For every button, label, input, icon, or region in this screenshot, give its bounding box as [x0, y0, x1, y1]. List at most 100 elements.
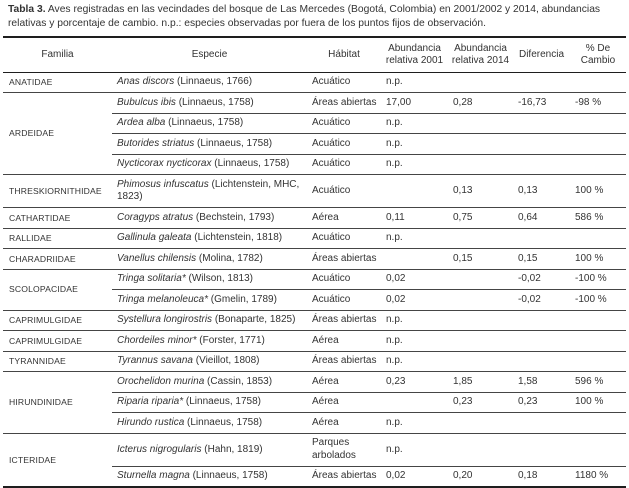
- column-header-habitat: Hábitat: [307, 37, 381, 73]
- abundance-2001-cell: n.p.: [381, 330, 448, 352]
- abundance-2014-cell: [448, 412, 513, 434]
- family-cell: ICTERIDAE: [3, 432, 112, 488]
- abundance-2001-cell: n.p.: [381, 112, 448, 134]
- abundance-2014-cell: [448, 268, 513, 290]
- family-cell: HIRUNDINIDAE: [3, 371, 112, 434]
- habitat-cell: Acuático: [307, 153, 381, 175]
- species-cell: Coragyps atratus (Bechstein, 1793): [112, 207, 307, 229]
- abundance-2001-cell: n.p.: [381, 432, 448, 467]
- column-header-diferencia: Diferencia: [513, 37, 570, 73]
- percent-change-cell: [570, 309, 626, 331]
- percent-change-cell: 1180 %: [570, 465, 626, 488]
- habitat-cell: Áreas abiertas: [307, 465, 381, 488]
- species-cell: Bubulcus ibis (Linnaeus, 1758): [112, 92, 307, 114]
- family-cell: CAPRIMULGIDAE: [3, 309, 112, 331]
- difference-cell: 0,13: [513, 174, 570, 208]
- abundance-2014-cell: 0,28: [448, 92, 513, 114]
- difference-cell: 1,58: [513, 371, 570, 393]
- column-header-abundancia-2001: Abundancia relativa 2001: [381, 37, 448, 73]
- abundance-2014-cell: [448, 227, 513, 249]
- species-cell: Butorides striatus (Linnaeus, 1758): [112, 133, 307, 155]
- percent-change-cell: [570, 112, 626, 134]
- family-cell: ANATIDAE: [9, 77, 53, 88]
- family-cell: THRESKIORNITHIDAE: [3, 174, 112, 208]
- column-header-porcentaje-cambio: % De Cambio: [570, 37, 626, 73]
- species-cell: Orochelidon murina (Cassin, 1853): [112, 371, 307, 393]
- abundance-2014-cell: [448, 432, 513, 467]
- habitat-cell: Acuático: [307, 133, 381, 155]
- species-cell: Sturnella magna (Linnaeus, 1758): [112, 465, 307, 488]
- header-row: Familia Especie Hábitat Abundancia relat…: [3, 37, 626, 73]
- difference-cell: [513, 432, 570, 467]
- percent-change-cell: [570, 412, 626, 434]
- abundance-2001-cell: [381, 248, 448, 270]
- abundance-2001-cell: n.p.: [381, 133, 448, 155]
- difference-cell: 0,15: [513, 248, 570, 270]
- table-row: Hirundo rustica (Linnaeus, 1758) Aérea n.p…: [3, 412, 626, 434]
- difference-cell: -0,02: [513, 268, 570, 290]
- habitat-cell: Acuático: [312, 76, 351, 88]
- abundance-2001-cell: n.p.: [381, 412, 448, 434]
- difference-cell: [513, 412, 570, 434]
- table-caption: Tabla 3. Aves registradas en las vecinda…: [8, 3, 623, 30]
- habitat-cell: Acuático: [307, 112, 381, 134]
- habitat-cell: Áreas abiertas: [307, 92, 381, 114]
- caption-text: Aves registradas en las vecindades del b…: [8, 4, 601, 29]
- species-cell: Vanellus chilensis (Molina, 1782): [112, 248, 307, 270]
- abundance-2014-cell: 0,20: [448, 465, 513, 488]
- habitat-cell: Aérea: [307, 371, 381, 393]
- habitat-cell: Aérea: [307, 207, 381, 229]
- family-cell: CAPRIMULGIDAE: [3, 330, 112, 352]
- percent-change-cell: -100 %: [570, 289, 626, 311]
- species-cell: Chordeiles minor* (Forster, 1771): [112, 330, 307, 352]
- table-row: SCOLOPACIDAE Tringa solitaria* (Wilson, 1…: [3, 268, 626, 311]
- column-header-abundancia-2014: Abundancia relativa 2014: [448, 37, 513, 73]
- table-body: ANATIDAE Anas discors (Linnaeus, 1766) Acu…: [3, 72, 626, 488]
- species-cell: Riparia riparia* (Linnaeus, 1758): [112, 391, 307, 413]
- table-row: Ardea alba (Linnaeus, 1758) Acuático n.p.: [3, 112, 626, 134]
- percent-change-cell: [570, 153, 626, 175]
- table-row: Riparia riparia* (Linnaeus, 1758) Aérea 0,…: [3, 391, 626, 413]
- difference-cell: [513, 227, 570, 249]
- family-cell: TYRANNIDAE: [3, 350, 112, 372]
- column-header-familia: Familia: [3, 37, 112, 73]
- habitat-cell: Áreas abiertas: [307, 309, 381, 331]
- table-row: RALLIDAE Gallinula galeata (Lichtenstein,…: [3, 227, 626, 249]
- species-cell: Tringa melanoleuca* (Gmelin, 1789): [112, 289, 307, 311]
- table-row: CAPRIMULGIDAE Systellura longirostris (Bo…: [3, 309, 626, 331]
- abundance-2014-cell: [448, 309, 513, 331]
- abundance-2001-cell: 17,00: [381, 92, 448, 114]
- abundance-2014-cell: [448, 350, 513, 372]
- difference-cell: [513, 72, 570, 93]
- abundance-2001-cell: 0,11: [381, 207, 448, 229]
- difference-cell: [513, 330, 570, 352]
- percent-change-cell: [570, 432, 626, 467]
- difference-cell: [513, 350, 570, 372]
- table-row: ARDEIDAE Bubulcus ibis (Linnaeus, 1758) Ár…: [3, 92, 626, 175]
- habitat-cell: Aérea: [307, 391, 381, 413]
- abundance-2014-cell: 0,23: [448, 391, 513, 413]
- family-cell: RALLIDAE: [3, 227, 112, 249]
- abundance-2001-cell: 0,02: [381, 268, 448, 290]
- percent-change-cell: 586 %: [570, 207, 626, 229]
- percent-change-cell: [570, 133, 626, 155]
- table-row: CATHARTIDAE Coragyps atratus (Bechstein, …: [3, 207, 626, 229]
- percent-change-cell: 100 %: [570, 174, 626, 208]
- habitat-cell: Acuático: [307, 289, 381, 311]
- percent-change-cell: [570, 227, 626, 249]
- difference-cell: [513, 112, 570, 134]
- abundance-2001-cell: 0,02: [381, 289, 448, 311]
- species-cell: Icterus nigrogularis (Hahn, 1819): [112, 432, 307, 467]
- percent-change-cell: [570, 330, 626, 352]
- table-row: Butorides striatus (Linnaeus, 1758) Acuát…: [3, 133, 626, 155]
- family-cell: CHARADRIIDAE: [3, 248, 112, 270]
- abundance-2014-cell: [448, 112, 513, 134]
- table-row: ANATIDAE Anas discors (Linnaeus, 1766) Acu…: [3, 72, 626, 93]
- habitat-cell: Aérea: [307, 412, 381, 434]
- percent-change-cell: 100 %: [570, 248, 626, 270]
- habitat-cell: Áreas abiertas: [307, 248, 381, 270]
- abundance-2001-cell: 0,02: [381, 465, 448, 488]
- habitat-cell: Áreas abiertas: [307, 350, 381, 372]
- species-cell: Systellura longirostris (Bonaparte, 1825…: [112, 309, 307, 331]
- difference-cell: [513, 309, 570, 331]
